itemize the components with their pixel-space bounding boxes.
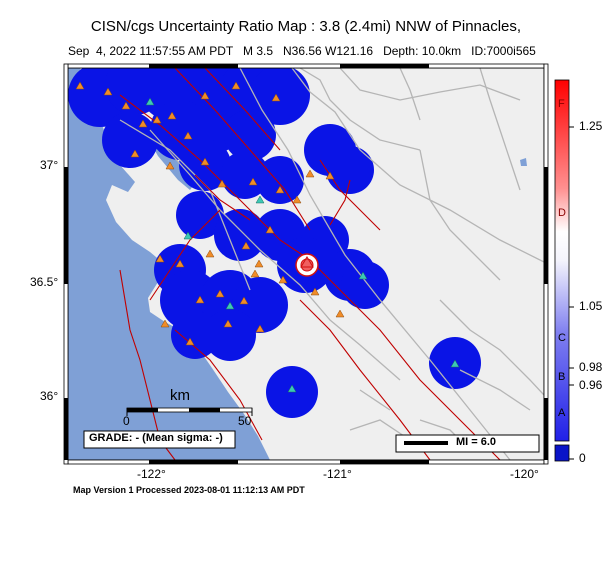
colorbar [554, 79, 574, 462]
map-area [68, 68, 544, 460]
lon-label-121: -121° [323, 467, 352, 481]
stations-teal [145, 97, 460, 393]
colorbar-letter-b: B [558, 371, 566, 383]
scale-unit-label: km [170, 387, 190, 404]
colorbar-letter-f: F [558, 98, 565, 110]
scale-bar [126, 407, 253, 416]
colorbar-value-1-25: 1.25 [579, 119, 603, 133]
colorbar-value-0-98: 0.98 [579, 360, 603, 374]
lat-label-36: 36° [40, 389, 59, 403]
epicenter-marker [295, 253, 319, 277]
lat-label-37: 37° [40, 158, 59, 172]
colorbar-value-1-05: 1.05 [579, 299, 603, 313]
colorbar-letter-a: A [558, 407, 566, 419]
scale-tick-50: 50 [238, 414, 252, 428]
roads [119, 68, 544, 460]
map-title: CISN/cgs Uncertainty Ratio Map : 3.8 (2.… [90, 18, 522, 35]
lon-label-122: -122° [137, 467, 166, 481]
ocean-area [68, 68, 270, 460]
colorbar-letter-d: D [558, 207, 566, 219]
stations-orange [75, 81, 345, 346]
mi-legend-label: MI = 6.0 [456, 436, 497, 448]
lat-label-36-5: 36.5° [30, 275, 59, 289]
mi-legend-box [395, 434, 540, 453]
colorbar-value-0: 0 [579, 451, 586, 465]
faults [119, 68, 501, 460]
lon-label-120: -120° [510, 467, 539, 481]
map-subtitle: Sep 4, 2022 11:57:55 AM PDT M 3.5 N36.56… [68, 44, 536, 58]
scale-tick-0: 0 [123, 414, 130, 428]
colorbar-value-0-96: 0.96 [579, 378, 603, 392]
grade-label: GRADE: - (Mean sigma: -) [89, 432, 223, 444]
frame-border-ticks [63, 63, 549, 465]
map-footer: Map Version 1 Processed 2023-08-01 11:12… [73, 485, 305, 495]
grade-box [83, 430, 236, 449]
colorbar-letter-c: C [558, 332, 566, 344]
